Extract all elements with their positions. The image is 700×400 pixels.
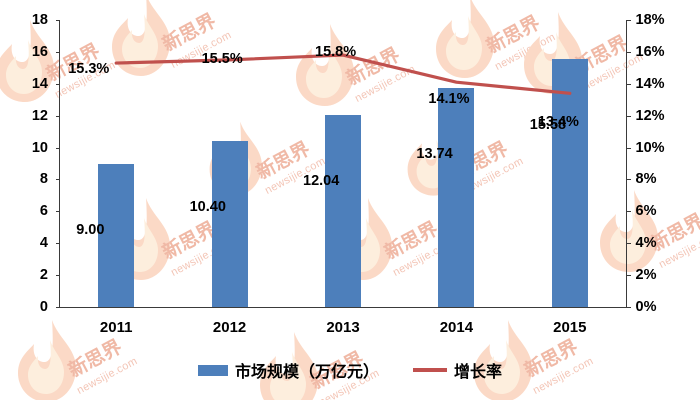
bar[interactable]: [438, 87, 475, 307]
y-axis-left-tick: [55, 275, 60, 277]
y-axis-right-tick-label: 0%: [635, 299, 657, 315]
y-axis-right-tick: [626, 307, 631, 308]
y-axis-left-tick: [55, 83, 60, 85]
x-axis-tick-label: 2013: [326, 319, 360, 336]
bar[interactable]: [98, 163, 135, 307]
chart-legend: 市场规模（万亿元） 增长率: [0, 358, 700, 382]
y-axis-left-tick: [55, 211, 60, 213]
line-value-label: 15.5%: [201, 50, 243, 67]
bar-value-label: 10.40: [189, 199, 226, 216]
y-axis-left-tick: [55, 179, 60, 181]
x-axis-tick-label: 2011: [99, 319, 133, 336]
y-axis-right-tick: [626, 51, 631, 53]
x-axis-line: [59, 307, 627, 309]
x-axis-tick-label: 2015: [553, 319, 587, 336]
y-axis-right-tick-label: 12%: [635, 107, 665, 124]
legend-item-bar[interactable]: 市场规模（万亿元）: [197, 358, 379, 382]
y-axis-left-tick-label: 14: [31, 75, 48, 92]
bar-swatch-icon: [197, 364, 228, 376]
bar[interactable]: [551, 58, 588, 307]
bar-value-label: 15.58: [529, 116, 567, 133]
y-axis-right-tick-label: 18%: [635, 12, 665, 28]
y-axis-right-tick-label: 10%: [635, 139, 665, 156]
y-axis-right-tick: [626, 275, 631, 277]
y-axis-right-tick: [626, 211, 631, 213]
y-axis-right-tick: [626, 83, 631, 85]
line-value-label: 14.1%: [428, 91, 470, 108]
x-axis-tick-label: 2012: [212, 319, 247, 336]
legend-label-line: 增长率: [454, 362, 503, 381]
y-axis-right-tick: [626, 115, 631, 117]
line-value-label: 15.8%: [315, 44, 357, 61]
y-axis-left-tick-label: 10: [31, 139, 48, 156]
y-axis-left-tick: [55, 20, 60, 21]
line-swatch-icon: [413, 368, 447, 372]
bar-value-label: 13.74: [416, 145, 453, 162]
bar-value-label: 12.04: [303, 173, 340, 190]
y-axis-left-tick: [55, 147, 60, 149]
y-axis-left-tick: [55, 51, 60, 53]
y-axis-right-tick-label: 14%: [635, 75, 665, 92]
y-axis-right-tick: [626, 147, 631, 149]
y-axis-right-line: [626, 20, 628, 308]
legend-label-bar: 市场规模（万亿元）: [234, 362, 379, 381]
growth-rate-line[interactable]: [114, 53, 572, 95]
line-value-label: 13.4%: [537, 114, 579, 131]
legend-item-line[interactable]: 增长率: [413, 358, 502, 382]
y-axis-left-tick-label: 12: [31, 107, 48, 124]
y-axis-right-tick-label: 2%: [635, 267, 657, 284]
y-axis-left-tick-label: 18: [31, 12, 48, 28]
y-axis-right-tick-label: 4%: [635, 235, 657, 252]
y-axis-right-tick: [626, 243, 631, 245]
y-axis-left-tick-label: 16: [31, 43, 48, 60]
y-axis-left-tick-label: 8: [39, 171, 48, 188]
y-axis-right-tick-label: 8%: [635, 171, 657, 188]
y-axis-left-tick-label: 6: [39, 203, 48, 220]
y-axis-left-tick-label: 0: [39, 299, 48, 315]
bar[interactable]: [325, 115, 361, 307]
y-axis-right-tick-label: 6%: [635, 203, 657, 220]
x-axis-tick-label: 2014: [439, 319, 474, 336]
y-axis-left-tick: [55, 307, 60, 308]
bar[interactable]: [211, 141, 248, 307]
y-axis-left-tick: [55, 115, 60, 117]
line-value-label: 15.3%: [68, 61, 110, 78]
y-axis-right-tick-label: 16%: [635, 43, 665, 60]
y-axis-right-tick: [626, 179, 631, 181]
y-axis-right-tick: [626, 20, 631, 21]
y-axis-left-tick-label: 2: [39, 267, 48, 284]
y-axis-left-line: [59, 20, 61, 308]
y-axis-left-tick: [55, 243, 60, 245]
bar-value-label: 9.00: [76, 221, 105, 238]
y-axis-left-tick-label: 4: [39, 235, 48, 252]
